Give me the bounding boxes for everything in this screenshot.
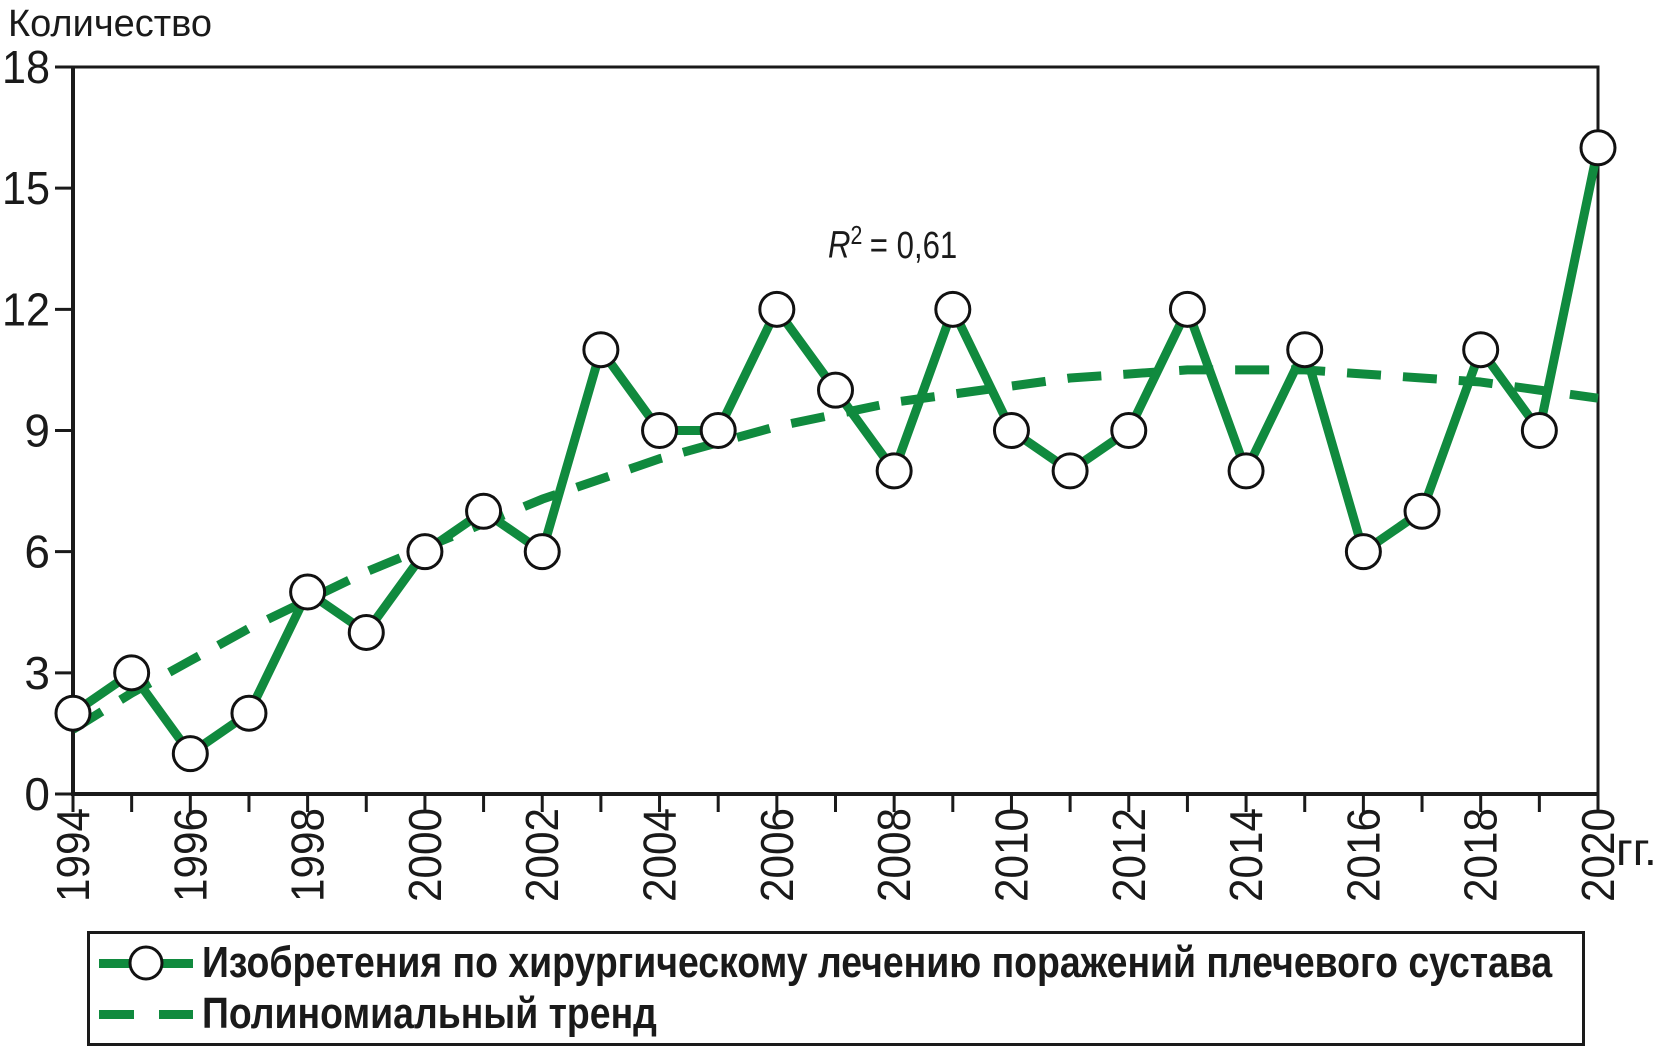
- x-tick-label: 2004: [634, 808, 686, 902]
- data-point-marker: [1168, 290, 1206, 328]
- x-tick-label: 2006: [751, 808, 803, 902]
- r-squared-annotation: R2 = 0,61: [828, 220, 957, 268]
- data-point-marker: [54, 694, 92, 732]
- data-point-marker: [1579, 129, 1617, 167]
- x-tick-label: 2020: [1572, 808, 1624, 902]
- dashed-line-marker-icon: [99, 991, 193, 1037]
- x-tick-label: 2002: [516, 808, 568, 902]
- data-point-marker: [875, 452, 913, 490]
- data-point-marker: [171, 735, 209, 773]
- plot-frame: [71, 65, 1600, 796]
- data-point-marker: [1286, 331, 1324, 369]
- legend: Изобретения по хирургическому лечению по…: [87, 931, 1585, 1046]
- data-point-marker: [113, 654, 151, 692]
- data-point-marker: [817, 371, 854, 409]
- y-tick-label: 15: [2, 162, 50, 214]
- data-point-marker: [1227, 452, 1265, 490]
- data-point-marker: [1344, 533, 1382, 571]
- y-tick-label: 18: [2, 41, 50, 93]
- y-tick-label: 6: [24, 526, 50, 578]
- legend-item-inventions: Изобретения по хирургическому лечению по…: [99, 938, 1582, 989]
- data-point-marker: [465, 492, 503, 530]
- data-point-marker: [992, 412, 1030, 449]
- x-tick-label: 2010: [985, 808, 1037, 902]
- data-point-marker: [1462, 331, 1500, 369]
- data-point-marker: [1110, 412, 1148, 449]
- x-tick-label: 1994: [47, 808, 99, 902]
- y-tick-label: 3: [24, 647, 50, 699]
- data-point-marker: [934, 290, 972, 328]
- y-tick-label: 9: [24, 405, 50, 457]
- x-tick-label: 2018: [1455, 808, 1507, 902]
- r-value: = 0,61: [869, 224, 958, 267]
- x-tick-label: 1998: [282, 808, 334, 902]
- legend-item-trend: Полиномиальный тренд: [99, 989, 1582, 1040]
- data-point-marker: [1051, 452, 1089, 490]
- x-tick-label: 2000: [399, 808, 451, 902]
- x-tick-label: 2008: [868, 808, 920, 902]
- trend-line: [70, 365, 1599, 734]
- y-tick-label: 12: [2, 283, 50, 335]
- data-point-marker: [758, 290, 796, 328]
- r-symbol: R: [828, 224, 851, 267]
- x-axis-unit-label: гг.: [1616, 823, 1657, 875]
- data-point-marker: [347, 613, 385, 651]
- legend-circle-marker: [128, 945, 164, 981]
- data-point-marker: [1520, 412, 1558, 449]
- x-tick-label: 1996: [164, 808, 216, 902]
- data-point-marker: [1403, 492, 1441, 530]
- y-axis-title: Количество: [8, 3, 213, 45]
- data-point-marker: [641, 412, 679, 449]
- legend-label-inventions: Изобретения по хирургическому лечению по…: [202, 938, 1553, 987]
- legend-label-trend: Полиномиальный тренд: [202, 989, 657, 1038]
- data-point-marker: [523, 533, 561, 571]
- data-point-marker: [582, 331, 620, 369]
- data-point-marker: [230, 694, 268, 732]
- y-tick-label: 0: [24, 768, 50, 820]
- r-exponent: 2: [850, 220, 863, 250]
- line-circle-marker-icon: [99, 940, 193, 986]
- legend-dash: [159, 1009, 193, 1019]
- data-point-marker: [406, 533, 444, 571]
- data-point-marker: [289, 573, 327, 611]
- data-point-marker: [699, 412, 737, 449]
- x-tick-label: 2014: [1220, 808, 1272, 902]
- legend-dash: [99, 1009, 134, 1019]
- x-tick-label: 2016: [1337, 808, 1389, 902]
- x-tick-label: 2012: [1103, 808, 1155, 902]
